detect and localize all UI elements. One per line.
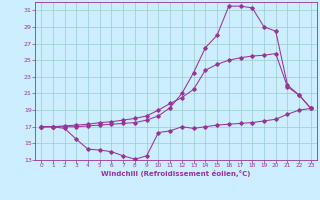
X-axis label: Windchill (Refroidissement éolien,°C): Windchill (Refroidissement éolien,°C)	[101, 170, 251, 177]
